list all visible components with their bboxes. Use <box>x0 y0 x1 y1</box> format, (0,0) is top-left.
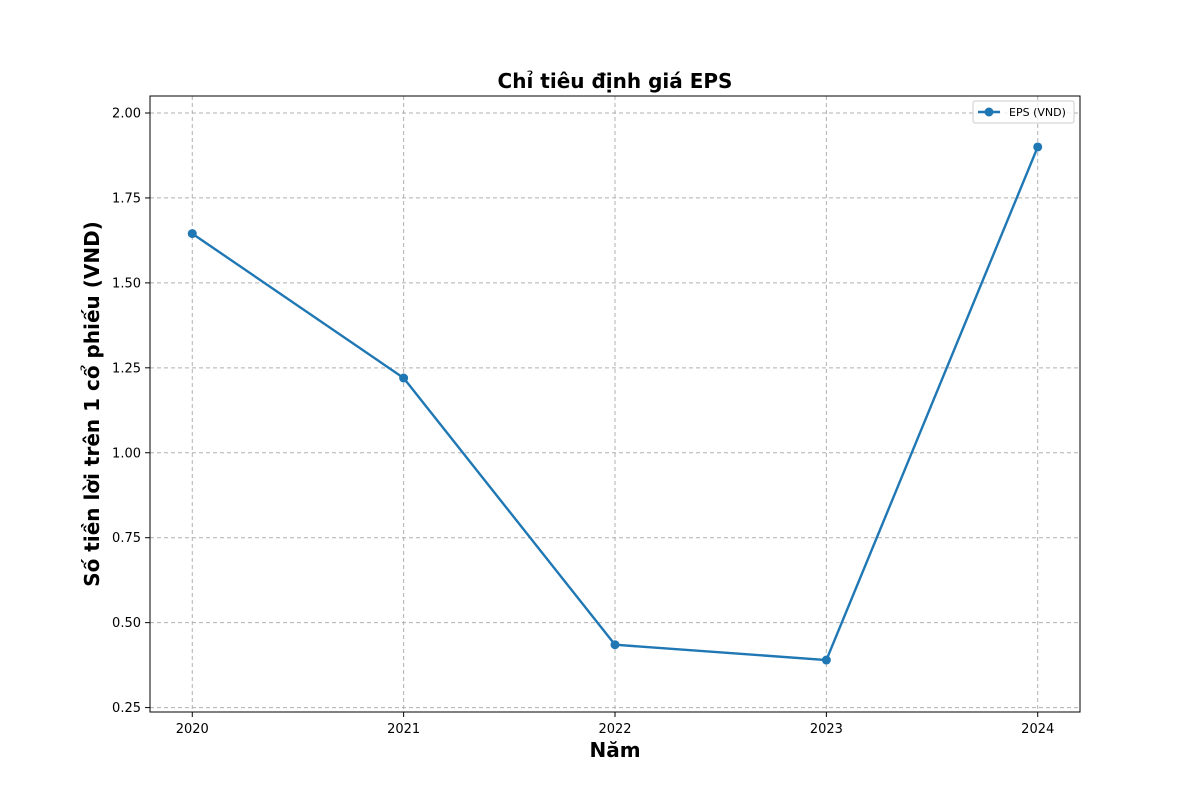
x-tick-label: 2024 <box>1021 722 1054 737</box>
series-markers <box>187 142 1043 665</box>
y-tick-label: 0.75 <box>112 531 141 546</box>
y-tick-label: 1.75 <box>112 191 141 206</box>
y-ticks: 0.25 0.50 0.75 1.00 1.25 1.50 1.75 2.00 <box>112 106 150 716</box>
grid-lines <box>150 96 1080 712</box>
x-ticks: 2020 2021 2022 2023 2024 <box>176 712 1054 737</box>
y-tick-label: 1.50 <box>112 276 141 291</box>
chart-title: Chỉ tiêu định giá EPS <box>498 69 733 93</box>
legend: EPS (VND) <box>972 100 1075 124</box>
y-tick-label: 0.50 <box>112 616 141 631</box>
data-point <box>399 373 409 383</box>
x-axis-label: Năm <box>589 738 640 762</box>
x-tick-label: 2022 <box>598 722 631 737</box>
legend-box <box>972 100 1075 124</box>
y-tick-label: 0.25 <box>112 701 141 716</box>
data-point <box>1033 142 1043 152</box>
y-tick-label: 2.00 <box>112 106 141 121</box>
y-tick-label: 1.25 <box>112 361 141 376</box>
y-tick-label: 1.00 <box>112 446 141 461</box>
data-point <box>610 640 620 650</box>
legend-marker <box>984 107 994 117</box>
data-point <box>187 229 197 239</box>
data-point <box>821 655 831 665</box>
legend-label: EPS (VND) <box>1009 106 1066 119</box>
y-axis-label: Số tiền lời trên 1 cổ phiếu (VND) <box>80 221 104 587</box>
x-tick-label: 2023 <box>810 722 843 737</box>
x-tick-label: 2020 <box>176 722 209 737</box>
x-tick-label: 2021 <box>387 722 420 737</box>
